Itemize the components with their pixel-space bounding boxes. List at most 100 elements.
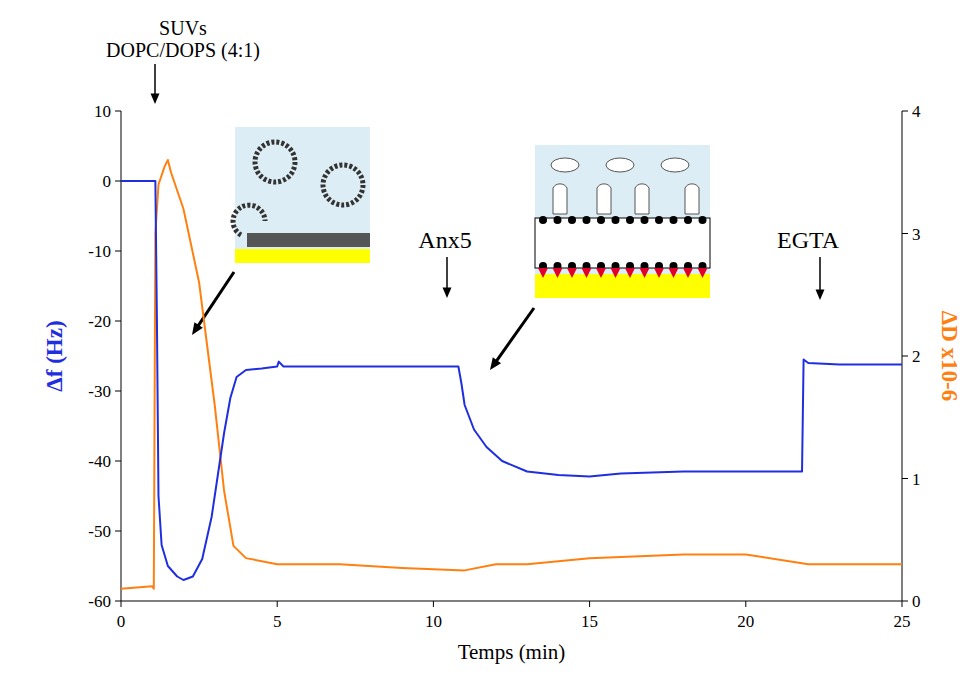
y-tick-label: 0 xyxy=(103,172,112,191)
x-tick xyxy=(745,601,746,607)
x-axis-title: Temps (min) xyxy=(458,640,566,664)
inset-ps xyxy=(582,268,592,278)
x-tick-label: 5 xyxy=(273,612,282,631)
chart: -60 -50 -40 -30 -20 -10 0 10 0 1 2 3 4 0 5 10 15 20 25 Temp… xyxy=(0,0,962,687)
inset-head xyxy=(539,216,547,224)
y2-tick-label: 4 xyxy=(912,102,921,121)
inset-bg xyxy=(235,127,370,263)
y-tick-label: -40 xyxy=(88,452,111,471)
x-tick-label: 15 xyxy=(581,612,598,631)
inset-ps xyxy=(596,268,606,278)
x-tick xyxy=(121,601,122,607)
y-tick-label: -60 xyxy=(88,592,111,611)
inset-head xyxy=(554,216,562,224)
inset-head xyxy=(583,216,591,224)
inset-cartoon xyxy=(535,145,710,298)
y-axis xyxy=(121,111,122,601)
inset-bilayer xyxy=(247,233,370,247)
arrow-head xyxy=(816,289,825,300)
y-tick xyxy=(115,111,121,112)
inset-protein xyxy=(685,184,699,214)
arrow-shaft xyxy=(446,257,448,289)
inset-ps xyxy=(669,268,679,278)
inset-substrate xyxy=(235,249,370,263)
inset-ps xyxy=(538,268,548,278)
y-tick-label: 10 xyxy=(94,102,111,121)
y-tick-label: -10 xyxy=(88,242,111,261)
inset-ps xyxy=(640,268,650,278)
annotation: SUVs xyxy=(159,17,207,39)
inset-substrate xyxy=(535,274,710,298)
arrow-head xyxy=(443,287,452,298)
y-tick-label: -30 xyxy=(88,382,111,401)
plot-area xyxy=(121,160,902,589)
inset-bilayer xyxy=(535,218,710,268)
y-tick xyxy=(115,601,121,602)
y2-tick-label: 0 xyxy=(912,592,921,611)
inset-ps xyxy=(698,268,708,278)
y-tick xyxy=(115,461,121,462)
inset-head xyxy=(684,216,692,224)
x-axis xyxy=(121,601,902,602)
arrow-head xyxy=(192,322,203,335)
inset-ps xyxy=(683,268,693,278)
inset-bg xyxy=(535,145,710,298)
y2-tick xyxy=(902,356,908,357)
inset-fusing xyxy=(233,205,265,235)
inset-protein xyxy=(635,184,649,214)
arrow-shaft xyxy=(819,257,821,291)
y2-tick xyxy=(902,233,908,234)
x-tick-label: 10 xyxy=(425,612,442,631)
y-tick xyxy=(115,321,121,322)
inset-protein-free xyxy=(606,158,634,172)
inset-head xyxy=(655,216,663,224)
series-line xyxy=(121,160,902,589)
x-tick xyxy=(589,601,590,607)
annotation: Anx5 xyxy=(418,227,471,253)
arrow-head xyxy=(151,93,160,104)
inset-ps xyxy=(654,268,664,278)
y-tick xyxy=(115,531,121,532)
y2-tick xyxy=(902,601,908,602)
y2-tick xyxy=(902,111,908,112)
y2-tick-label: 2 xyxy=(912,347,921,366)
x-tick-label: 25 xyxy=(894,612,911,631)
inset-head xyxy=(699,216,707,224)
x-tick xyxy=(277,601,278,607)
arrow-shaft xyxy=(496,308,534,362)
y2-tick xyxy=(902,478,908,479)
x-tick-label: 0 xyxy=(117,612,126,631)
inset-head xyxy=(612,216,620,224)
inset-ps xyxy=(567,268,577,278)
y-tick xyxy=(115,251,121,252)
x-tick-label: 20 xyxy=(737,612,754,631)
arrow-shaft xyxy=(154,64,156,95)
arrow-head xyxy=(490,357,501,370)
y-tick-label: -50 xyxy=(88,522,111,541)
inset-head xyxy=(626,216,634,224)
x-tick xyxy=(902,601,903,607)
inset-head xyxy=(568,216,576,224)
inset-head xyxy=(641,216,649,224)
inset-protein-free xyxy=(551,158,579,172)
inset-protein xyxy=(553,184,567,214)
inset-protein-free xyxy=(661,158,689,172)
inset-head xyxy=(670,216,678,224)
y-axis-title: Δf (Hz) xyxy=(42,320,67,391)
x-tick xyxy=(433,601,434,607)
inset-cartoon xyxy=(233,127,370,263)
y-tick xyxy=(115,181,121,182)
inset-protein xyxy=(597,184,611,214)
annotation: EGTA xyxy=(777,227,840,253)
y-tick xyxy=(115,391,121,392)
y2-tick-label: 1 xyxy=(912,470,921,489)
y-tick-label: -20 xyxy=(88,312,111,331)
y2-tick-label: 3 xyxy=(912,225,921,244)
series-line xyxy=(121,181,902,580)
inset-vesicle xyxy=(255,142,295,182)
inset-vesicle xyxy=(323,165,363,205)
inset-ps xyxy=(611,268,621,278)
inset-ps xyxy=(553,268,563,278)
inset-head xyxy=(597,216,605,224)
annotation: DOPC/DOPS (4:1) xyxy=(106,39,260,62)
